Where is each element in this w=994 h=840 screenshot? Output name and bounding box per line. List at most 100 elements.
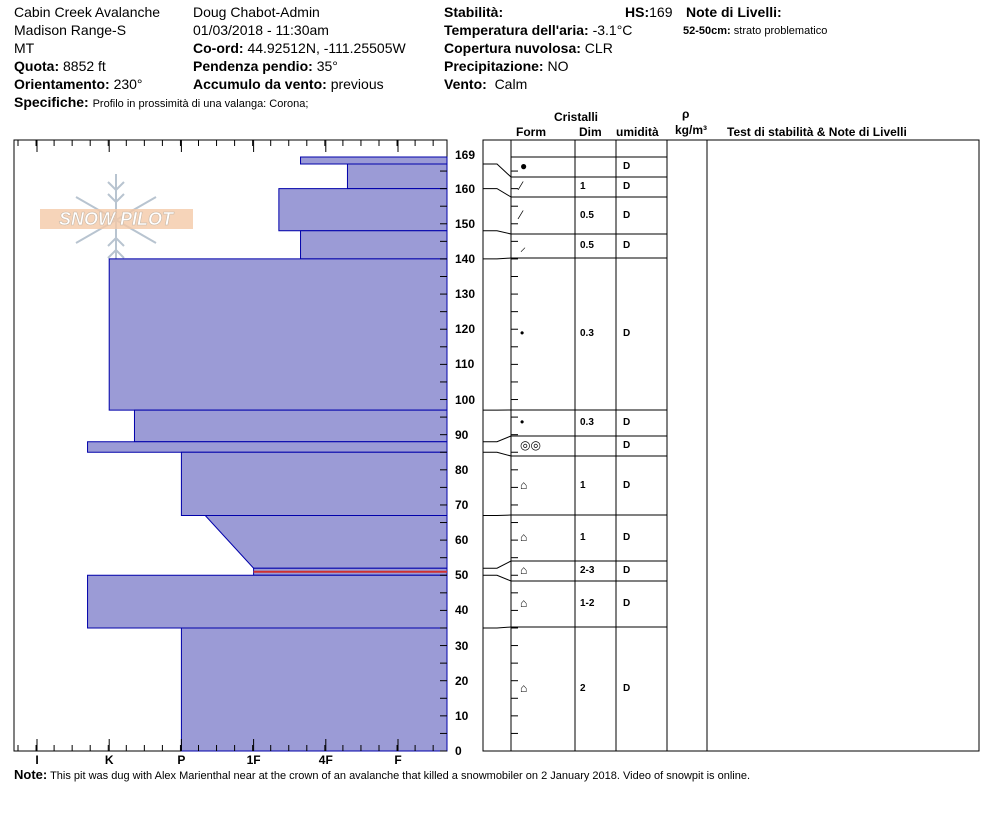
layer-bar — [300, 156, 448, 165]
depth-label: 20 — [455, 673, 469, 688]
layer-connector — [483, 626, 512, 629]
aspect-label: Orientamento: — [14, 76, 110, 92]
layer-bar — [87, 574, 448, 629]
slope-label: Pendenza pendio: — [193, 58, 313, 74]
grain-form-icon: • — [520, 326, 525, 340]
layer-bar — [300, 230, 448, 260]
depth-label: 30 — [455, 638, 469, 653]
moisture: D — [623, 417, 631, 428]
moisture: D — [623, 683, 631, 694]
sky-value: CLR — [584, 40, 613, 56]
aspect: Orientamento: 230° — [14, 76, 143, 93]
depth-label: 10 — [455, 708, 469, 723]
crystals-header: Cristalli — [554, 110, 599, 124]
coord-label: Co-ord: — [193, 40, 244, 56]
depth-label: 130 — [455, 287, 476, 302]
layer-notes-label: Note di Livelli: — [686, 4, 782, 20]
specifics: Specifiche: Profilo in prossimità di una… — [14, 94, 308, 113]
hardness-label: P — [177, 753, 186, 767]
depth-label: 150 — [455, 216, 476, 231]
grain-form-icon: ⌂ — [520, 681, 528, 695]
layer-connector — [483, 163, 512, 178]
grain-form-icon: ◎◎ — [520, 438, 541, 452]
location: Cabin Creek Avalanche — [14, 4, 161, 20]
depth-label: 110 — [455, 357, 475, 372]
depth-label: 160 — [455, 181, 476, 196]
depth-label: 169 — [455, 148, 476, 162]
layer-bar — [108, 258, 448, 411]
elevation-value: 8852 ft — [63, 58, 106, 74]
coord-value: 44.92512N, -111.25505W — [247, 40, 406, 56]
depth-label: 120 — [455, 322, 476, 337]
grain-form-icon: ⌂ — [520, 477, 528, 492]
density-header: kg/m³ — [675, 123, 708, 137]
moisture: D — [623, 440, 631, 451]
moisture: D — [623, 328, 631, 339]
moisture-header: umidità — [616, 125, 659, 139]
hs-label: HS: — [625, 4, 650, 20]
depth-label: 70 — [455, 497, 469, 512]
hardness-label: I — [35, 753, 39, 767]
specifics-value: Profilo in prossimità di una valanga: Co… — [92, 98, 309, 110]
form-header: Form — [516, 125, 546, 139]
grain-size: 1 — [580, 532, 586, 543]
grain-size: 1 — [580, 181, 586, 192]
grain-size: 0.3 — [580, 417, 594, 428]
rho-header: ρ — [682, 107, 690, 121]
note-label: Note: — [14, 767, 48, 782]
depth-label: 100 — [455, 392, 476, 407]
grain-size: 1-2 — [580, 598, 595, 609]
precip-label: Precipitazione: — [444, 58, 544, 74]
layer-note-text: strato problematico — [733, 25, 828, 37]
specifics-label: Specifiche: — [14, 94, 89, 110]
size-header: Dim — [579, 125, 602, 139]
tests-header: Test di stabilità & Note di Livelli — [727, 125, 907, 139]
depth-label: 60 — [455, 533, 469, 548]
depth-label: 50 — [455, 568, 469, 583]
moisture: D — [623, 532, 631, 543]
aspect-value: 230° — [113, 76, 143, 92]
grain-size: 2-3 — [580, 565, 595, 576]
sky-label: Copertura nuvolosa: — [444, 40, 581, 56]
depth-label: 0 — [455, 744, 462, 758]
moisture: D — [623, 565, 631, 576]
wind-value: Calm — [494, 76, 528, 92]
depth-label: 140 — [455, 251, 476, 266]
grain-size: 1 — [580, 479, 586, 491]
grain-size: 0.5 — [580, 209, 594, 221]
table-frame — [482, 139, 980, 752]
moisture: D — [623, 598, 631, 609]
slope-value: 35° — [316, 58, 338, 74]
stability-label: Stabilità: — [444, 4, 504, 20]
hardness-label: 4F — [318, 753, 333, 767]
moisture: D — [623, 479, 631, 491]
note: Note: This pit was dug with Alex Marient… — [14, 766, 750, 785]
grain-form-icon: ⌂ — [520, 596, 528, 610]
layer-note-range: 52-50cm: — [683, 25, 731, 37]
moisture: D — [623, 181, 631, 192]
layer-bar — [346, 163, 448, 190]
air-temp-label: Temperatura dell'aria: — [444, 22, 589, 38]
grain-form-icon: ● — [520, 159, 528, 173]
wind-loading-label: Accumulo da vento: — [193, 76, 327, 92]
grain-form-icon: ⌂ — [520, 563, 528, 577]
layer-connector — [483, 230, 512, 235]
wind-loading-value: previous — [330, 76, 384, 92]
grain-form-icon: • — [520, 415, 525, 429]
hardness-label: 1F — [246, 753, 261, 767]
layer-connector — [483, 514, 512, 517]
layer-connector — [483, 451, 512, 457]
elevation: Quota: 8852 ft — [14, 58, 106, 75]
hs-value: 169 — [649, 4, 673, 20]
depth-label: 40 — [455, 603, 469, 618]
wind-label: Vento: — [444, 76, 487, 92]
layer-connector — [483, 257, 512, 260]
grain-form-icon: ⁄ — [520, 207, 523, 222]
state: MT — [14, 40, 35, 56]
elevation-label: Quota: — [14, 58, 60, 74]
grain-size: 0.5 — [580, 240, 594, 251]
moisture: D — [623, 209, 631, 221]
note-text: This pit was dug with Alex Marienthal ne… — [50, 770, 751, 782]
layer-connector — [483, 560, 512, 569]
grain-size: 0.3 — [580, 328, 594, 339]
